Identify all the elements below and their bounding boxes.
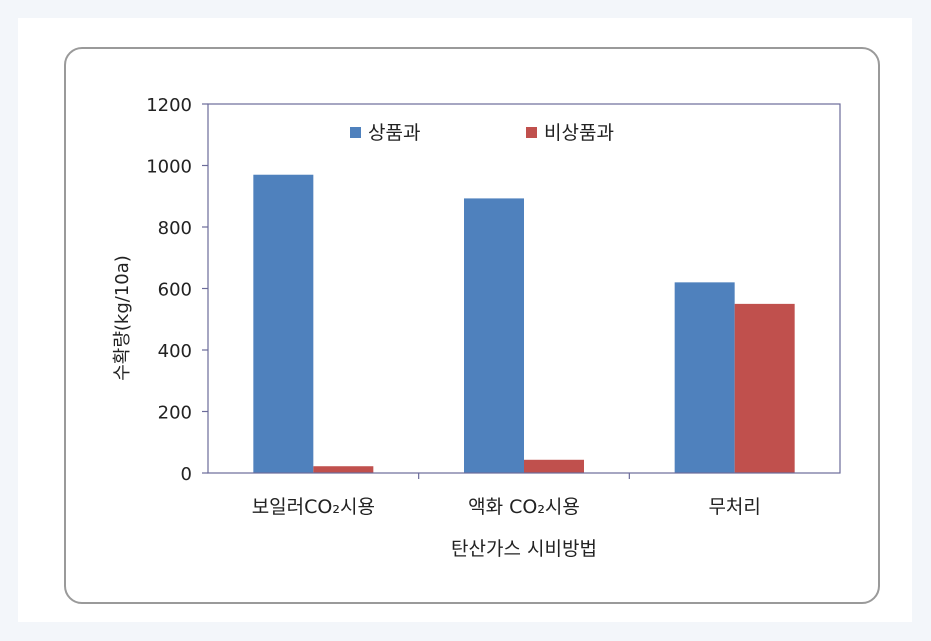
bars	[253, 174, 795, 473]
bar-series-1	[464, 198, 524, 473]
x-tick-labels: 보일러CO₂시용 액화 CO₂시용 무처리	[252, 496, 761, 518]
y-tick-label: 1000	[146, 157, 192, 178]
y-tick-label: 800	[158, 218, 192, 239]
x-axis-label: 탄산가스 시비방법	[451, 538, 597, 560]
bar-series-2	[524, 459, 584, 473]
bar-series-1	[674, 282, 735, 473]
x-tick-label: 보일러CO₂시용	[252, 496, 375, 518]
legend: 상품과 비상품과	[350, 122, 614, 144]
bar-series-2	[734, 303, 795, 473]
y-tick-label: 200	[158, 403, 192, 424]
legend-swatch-series-1	[350, 127, 361, 138]
y-tick-labels: 0 200 400 600 800 1000 1200	[146, 95, 192, 485]
axes	[202, 103, 841, 479]
y-tick-label: 1200	[146, 95, 192, 116]
y-tick-label: 0	[181, 464, 192, 485]
bar-series-2	[313, 466, 374, 473]
x-tick-label: 무처리	[708, 496, 760, 518]
legend-label-series-2: 비상품과	[544, 122, 614, 144]
x-tick-label: 액화 CO₂시용	[468, 496, 580, 518]
y-tick-label: 600	[158, 280, 192, 301]
y-axis-label: 수확량(kg/10a)	[112, 255, 133, 381]
legend-label-series-1: 상품과	[368, 122, 420, 144]
legend-swatch-series-2	[526, 127, 537, 138]
y-tick-label: 400	[158, 341, 192, 362]
bar-series-1	[253, 174, 314, 473]
